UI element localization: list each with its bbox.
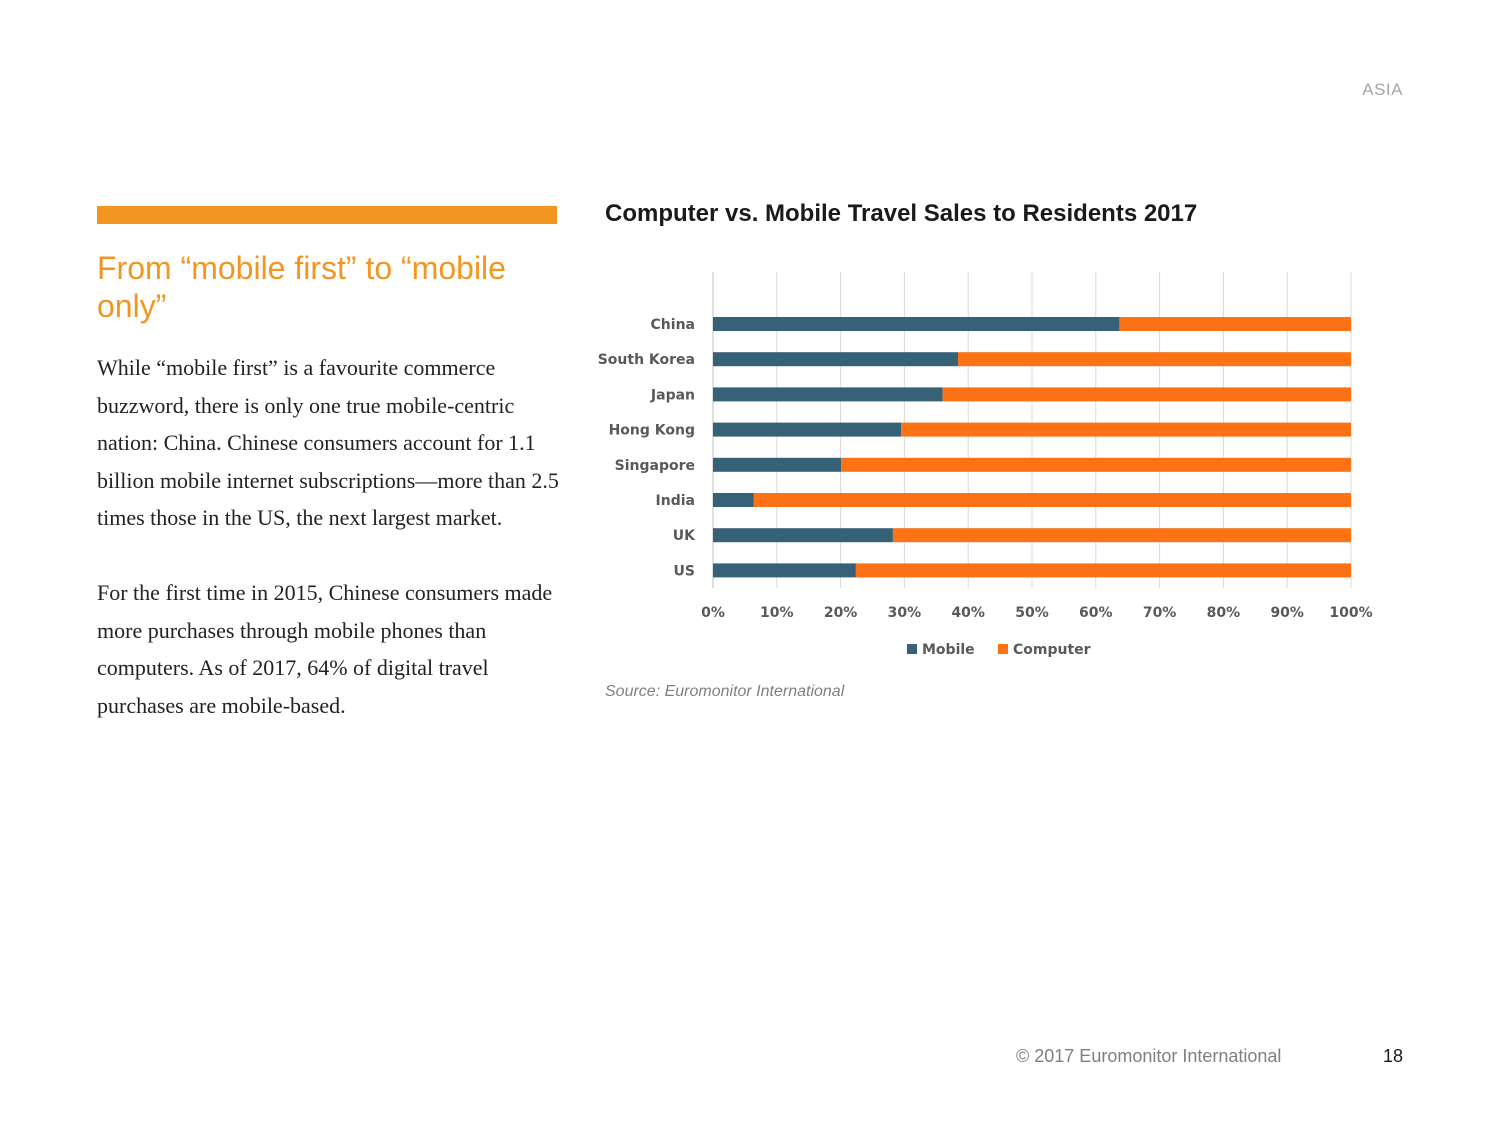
x-tick-label: 40% <box>951 605 985 621</box>
x-tick-label: 60% <box>1079 605 1113 621</box>
accent-bar <box>97 206 557 224</box>
legend-swatch-mobile <box>907 644 917 654</box>
y-category-label: India <box>656 493 695 509</box>
chart-source: Source: Euromonitor International <box>605 683 845 700</box>
bar-mobile-china <box>713 317 1120 331</box>
bar-mobile-us <box>713 563 856 578</box>
x-tick-label: 30% <box>888 605 922 621</box>
x-tick-label: 20% <box>824 605 858 621</box>
page-number: 18 <box>1382 1046 1403 1066</box>
y-category-label: South Korea <box>598 352 695 368</box>
bar-computer-south-korea <box>957 352 1351 367</box>
bar-computer-china <box>1119 317 1351 331</box>
legend-label-mobile: Mobile <box>922 642 975 658</box>
x-tick-label: 0% <box>701 605 725 621</box>
bar-mobile-hong-kong <box>713 422 902 437</box>
chart-title: Computer vs. Mobile Travel Sales to Resi… <box>605 200 1198 227</box>
legend-label-computer: Computer <box>1013 642 1091 658</box>
x-tick-label: 80% <box>1207 605 1241 621</box>
bar-mobile-japan <box>713 387 943 402</box>
x-tick-label: 100% <box>1329 605 1372 621</box>
bar-mobile-uk <box>713 528 893 543</box>
y-category-label: UK <box>673 528 696 544</box>
stacked-bar-chart: 0% 10% 20% 30% 40% 50% 60% 70% 80% 90% 100% China So… <box>598 272 1373 658</box>
footer-copyright: © 2017 Euromonitor International <box>1016 1046 1282 1066</box>
region-tag: ASIA <box>1362 80 1403 99</box>
bar-computer-singapore <box>841 457 1351 472</box>
body-paragraph-1: While “mobile first” is a favourite comm… <box>97 355 559 530</box>
legend-swatch-computer <box>998 644 1008 654</box>
y-category-label: US <box>674 563 695 579</box>
y-category-label: Japan <box>650 387 695 403</box>
bar-computer-india <box>753 493 1351 507</box>
x-tick-label: 70% <box>1143 605 1177 621</box>
body-paragraph-2: For the first time in 2015, Chinese cons… <box>97 580 553 718</box>
bar-computer-japan <box>942 387 1351 402</box>
bar-computer-hong-kong <box>901 422 1351 437</box>
y-category-label: Hong Kong <box>609 423 695 439</box>
bar-computer-uk <box>892 528 1351 543</box>
bar-computer-us <box>855 563 1351 578</box>
y-category-label: Singapore <box>615 458 695 474</box>
bar-mobile-india <box>713 493 754 507</box>
bar-mobile-south-korea <box>713 352 958 367</box>
section-headline: From “mobile first” to “mobile only” <box>97 250 506 324</box>
x-tick-label: 10% <box>760 605 794 621</box>
x-tick-label: 50% <box>1015 605 1049 621</box>
bar-mobile-singapore <box>713 457 842 472</box>
x-tick-label: 90% <box>1270 605 1304 621</box>
y-category-label: China <box>651 317 695 333</box>
